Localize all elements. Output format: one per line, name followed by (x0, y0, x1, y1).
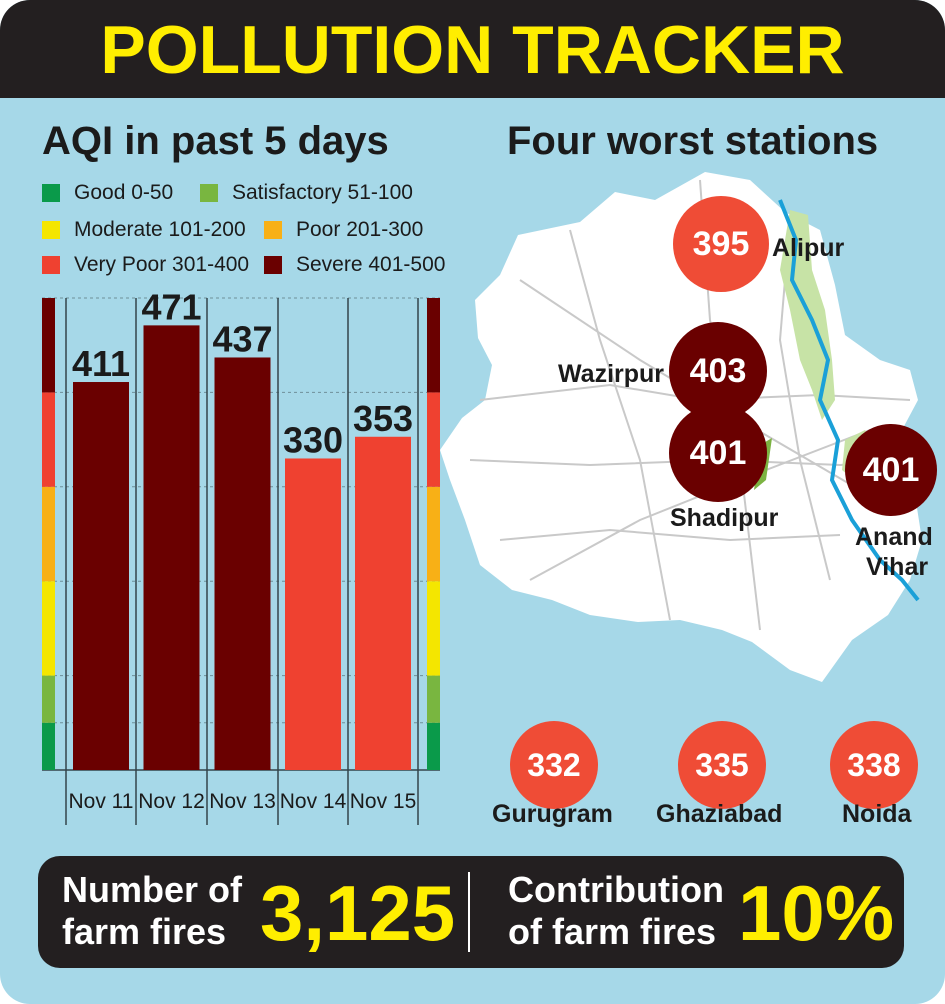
station-name-wazirpur: Wazirpur (558, 360, 665, 388)
x-tick-label: Nov 11 (69, 790, 134, 813)
scale-band (42, 392, 55, 487)
scale-band (427, 298, 440, 393)
contribution-label-line2: of farm fires (508, 911, 717, 952)
scale-band (42, 675, 55, 723)
bar-nov-14 (285, 458, 341, 770)
scale-band (427, 675, 440, 723)
station-aqi-value: 401 (862, 450, 920, 489)
legend-label: Satisfactory 51-100 (232, 181, 413, 204)
legend-label: Severe 401-500 (296, 253, 446, 276)
chart-x-labels: Nov 11 Nov 12 Nov 13 Nov 14 Nov 15 (69, 790, 417, 813)
city-name-noida: Noida (842, 800, 912, 828)
legend-swatch (264, 256, 282, 274)
scale-band (427, 722, 440, 770)
city-aqi-value: 332 (527, 746, 581, 783)
station-name-anand-vihar-line1: Anand (855, 523, 933, 551)
contribution-label-line1: Contribution (508, 869, 724, 910)
scale-band (42, 486, 55, 582)
stations-section-title: Four worst stations (507, 119, 879, 163)
legend-swatch (42, 256, 60, 274)
aqi-scale-strip-right (427, 298, 440, 770)
city-name-gurugram: Gurugram (492, 800, 613, 828)
x-tick-label: Nov 15 (350, 790, 417, 813)
farm-fires-label-line1: Number of (62, 869, 242, 910)
farm-fires-stats-bar: Number of farm fires 3,125 Contribution … (38, 856, 904, 968)
bar-value-label: 471 (141, 286, 201, 327)
bar-nov-12 (143, 325, 200, 770)
farm-fires-label-line2: farm fires (62, 911, 227, 952)
legend-swatch (42, 221, 60, 239)
station-bubble-shadipur: 401 (669, 404, 767, 502)
city-bubble-gurugram: 332 (510, 721, 598, 809)
scale-band (427, 392, 440, 487)
legend-label: Poor 201-300 (296, 218, 424, 241)
bar-nov-15 (355, 436, 411, 770)
station-name-anand-vihar-line2: Vihar (866, 553, 929, 581)
scale-band (427, 581, 440, 676)
station-name-alipur: Alipur (772, 234, 845, 262)
station-bubble-anand-vihar: 401 (845, 424, 937, 516)
stats-divider (468, 872, 470, 952)
scale-band (42, 581, 55, 676)
scale-band (42, 298, 55, 393)
bar-value-label: 411 (72, 343, 130, 384)
legend-label: Good 0-50 (74, 181, 174, 204)
station-bubble-wazirpur: 403 (669, 322, 767, 420)
bar-nov-13 (214, 357, 271, 770)
legend-swatch (42, 184, 60, 202)
contribution-percent: 10% (738, 869, 895, 957)
scale-band (42, 722, 55, 770)
page-title: POLLUTION TRACKER (100, 12, 845, 88)
legend-swatch (200, 184, 218, 202)
x-tick-label: Nov 13 (209, 790, 276, 813)
legend-label: Moderate 101-200 (74, 218, 246, 241)
station-aqi-value: 401 (689, 433, 747, 472)
scale-band (427, 486, 440, 582)
x-tick-label: Nov 14 (280, 790, 347, 813)
bar-value-label: 353 (353, 398, 413, 439)
bar-nov-11 (73, 382, 129, 770)
map-river (778, 199, 920, 602)
city-aqi-value: 338 (847, 746, 901, 783)
aqi-section-title: AQI in past 5 days (42, 119, 389, 163)
city-aqi-value: 335 (695, 746, 749, 783)
header-bar: POLLUTION TRACKER (0, 0, 945, 98)
city-bubble-noida: 338 (830, 721, 918, 809)
x-tick-label: Nov 12 (138, 790, 205, 813)
bar-value-label: 437 (212, 318, 272, 359)
station-bubble-alipur: 395 (673, 196, 769, 292)
aqi-scale-strip-left (42, 298, 55, 770)
station-aqi-value: 403 (689, 351, 747, 390)
chart-bars (73, 325, 411, 770)
station-name-shadipur: Shadipur (670, 504, 779, 532)
legend-label: Very Poor 301-400 (74, 253, 250, 276)
farm-fires-count: 3,125 (260, 869, 456, 957)
station-aqi-value: 395 (692, 224, 750, 263)
bar-value-label: 330 (283, 419, 343, 460)
city-bubble-ghaziabad: 335 (678, 721, 766, 809)
legend-swatch (264, 221, 282, 239)
city-name-ghaziabad: Ghaziabad (656, 800, 783, 828)
